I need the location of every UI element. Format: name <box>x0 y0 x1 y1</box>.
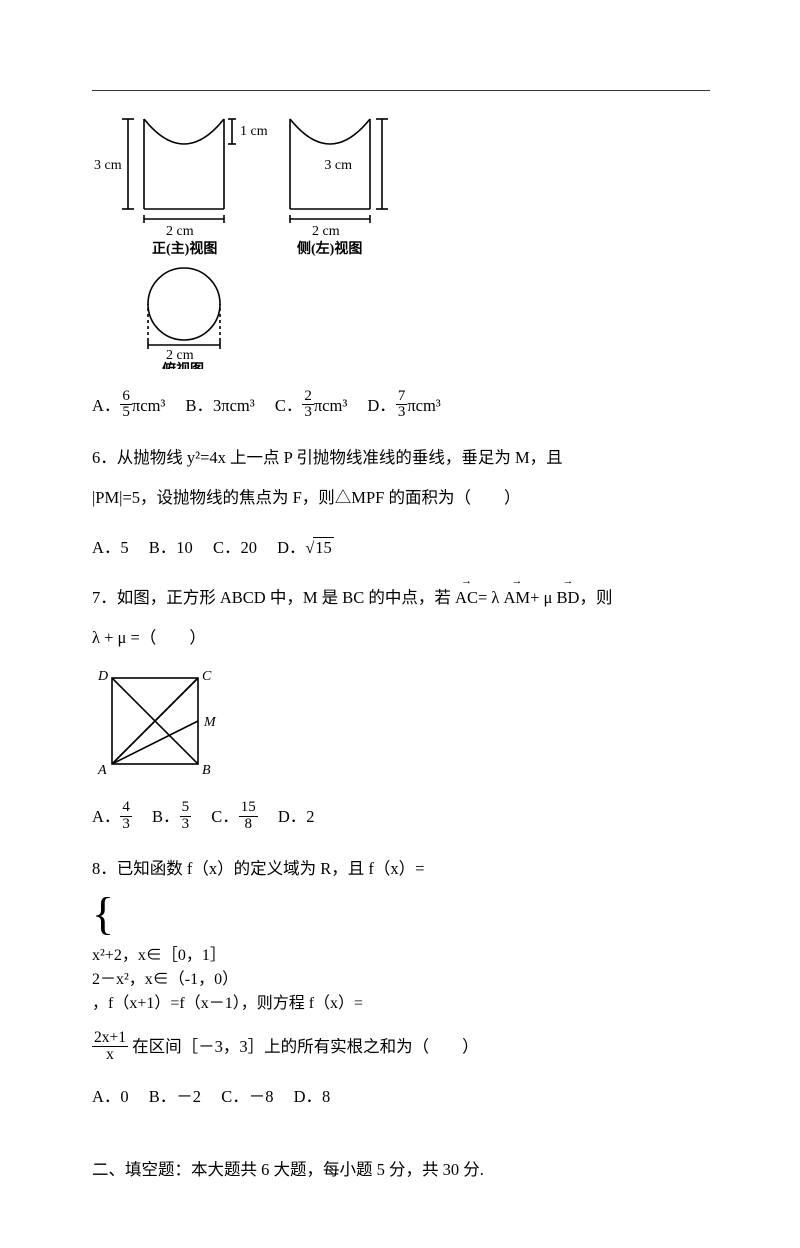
q5-c-num: 2 <box>302 389 314 406</box>
q8-piecewise: { <box>92 891 118 937</box>
q7-opt-d-letter: D． <box>278 807 306 826</box>
q7-a-den: 3 <box>120 817 132 833</box>
q5-dim-h2: 3 cm <box>324 158 352 173</box>
q8-options: A．0 B．－2 C．－8 D．8 <box>92 1082 710 1112</box>
q7-svg: D C M A B <box>92 660 232 780</box>
q6-line2: |PM|=5，设抛物线的焦点为 F，则△MPF 的面积为（ ） <box>92 480 710 516</box>
q5-opt-c-letter: C． <box>275 396 303 415</box>
q5-dim-w2: 2 cm <box>312 224 340 239</box>
q5-opt-b-letter: B． <box>185 396 213 415</box>
q5-side-label: 侧(左)视图 <box>297 240 362 257</box>
q5-d-tail: πcm³ <box>407 396 440 415</box>
q5-svg: 3 cm 2 cm 1 cm 正(主)视图 3 cm 2 cm 侧(左)视图 2… <box>92 109 392 369</box>
q5-a-num: 6 <box>120 389 132 406</box>
q6-line1: 6．从抛物线 y²=4x 上一点 P 引抛物线准线的垂线，垂足为 M，且 <box>92 440 710 476</box>
q6-opt-c: C．20 <box>213 538 257 557</box>
q8-opt-d: D．8 <box>294 1087 331 1106</box>
q8-line3: 2x+1x 在区间［－3，3］上的所有实根之和为（ ） <box>92 1029 710 1065</box>
q6-options: A．5 B．10 C．20 D． 15 <box>92 533 710 564</box>
q7-c-num: 15 <box>239 800 258 817</box>
q7-line2: λ + μ =（ ） <box>92 620 710 656</box>
q8-case1: x²+2，x∈［0，1］ <box>92 941 710 965</box>
q8-line1: 8．已知函数 f（x）的定义域为 R，且 f（x）= <box>92 851 710 887</box>
q5-d-num: 7 <box>396 389 408 406</box>
section2-heading: 二、填空题：本大题共 6 大题，每小题 5 分，共 30 分. <box>92 1152 710 1188</box>
q6-opt-a: A．5 <box>92 538 129 557</box>
q7-b-den: 3 <box>180 817 192 833</box>
q8-opt-c: C．－8 <box>221 1087 273 1106</box>
q6-opt-d-pre: D． <box>277 538 305 557</box>
q5-front-label: 正(主)视图 <box>152 240 217 257</box>
q8-frac-den: x <box>92 1047 128 1063</box>
q7-plus: + μ <box>530 588 552 607</box>
q7-opt-c-letter: C． <box>211 807 239 826</box>
q7-line1-pre: 7．如图，正方形 ABCD 中，M 是 BC 的中点，若 <box>92 588 451 607</box>
q8-line3-tail: 在区间［－3，3］上的所有实根之和为（ ） <box>128 1037 479 1056</box>
q8-case2: 2－x²，x∈（-1，0） <box>92 965 710 989</box>
q7-label-m: M <box>203 715 217 730</box>
q7-vec-am: AM <box>504 580 531 616</box>
q7-vec-ac: AC <box>455 580 478 616</box>
q7-label-a: A <box>97 763 107 778</box>
q7-line1-post: ，则 <box>579 588 612 607</box>
q5-dim-1cm: 1 cm <box>240 124 268 139</box>
q7-vec-bd: BD <box>557 580 580 616</box>
q5-top-label: 俯视图 <box>162 361 204 369</box>
q6-opt-d-rad: 15 <box>313 537 334 557</box>
q5-opt-d-letter: D． <box>367 396 395 415</box>
q7-eq1: = λ <box>478 588 499 607</box>
q5-a-den: 5 <box>120 405 132 421</box>
q5-dim-w1: 2 cm <box>166 224 194 239</box>
q5-a-tail: πcm³ <box>132 396 165 415</box>
q5-b-text: 3πcm³ <box>213 396 255 415</box>
q5-c-tail: πcm³ <box>314 396 347 415</box>
page: 3 cm 2 cm 1 cm 正(主)视图 3 cm 2 cm 侧(左)视图 2… <box>0 0 800 1248</box>
q7-d-text: 2 <box>306 807 314 826</box>
q5-options: A．65πcm³ B．3πcm³ C．23πcm³ D．73πcm³ <box>92 391 710 424</box>
q5-figure: 3 cm 2 cm 1 cm 正(主)视图 3 cm 2 cm 侧(左)视图 2… <box>92 109 710 374</box>
q7-label-c: C <box>202 669 212 684</box>
q8-opt-a: A．0 <box>92 1087 129 1106</box>
q7-b-num: 5 <box>180 800 192 817</box>
q7-opt-b-letter: B． <box>152 807 180 826</box>
q8-case-tail: ，f（x+1）=f（x－1），则方程 f（x）= <box>92 995 363 1012</box>
q5-d-den: 3 <box>396 405 408 421</box>
q7-figure: D C M A B <box>92 660 710 785</box>
q7-line1: 7．如图，正方形 ABCD 中，M 是 BC 的中点，若 AC= λ AM+ μ… <box>92 580 710 616</box>
q7-a-num: 4 <box>120 800 132 817</box>
q8-piecewise-line: { <box>92 891 710 937</box>
q5-opt-a-letter: A． <box>92 396 120 415</box>
q7-opt-a-letter: A． <box>92 807 120 826</box>
q5-dim-h1: 3 cm <box>94 158 122 173</box>
q5-c-den: 3 <box>302 405 314 421</box>
q7-label-b: B <box>202 763 211 778</box>
header-rule <box>92 90 710 91</box>
q8-opt-b: B．－2 <box>149 1087 201 1106</box>
q6-opt-b: B．10 <box>149 538 193 557</box>
q7-c-den: 8 <box>239 817 258 833</box>
q7-label-d: D <box>97 669 108 684</box>
q7-options: A．43 B．53 C．158 D．2 <box>92 802 710 835</box>
brace-icon: { <box>92 891 114 937</box>
q5-dim-w3: 2 cm <box>166 348 194 363</box>
q8-frac-num: 2x+1 <box>92 1030 128 1047</box>
